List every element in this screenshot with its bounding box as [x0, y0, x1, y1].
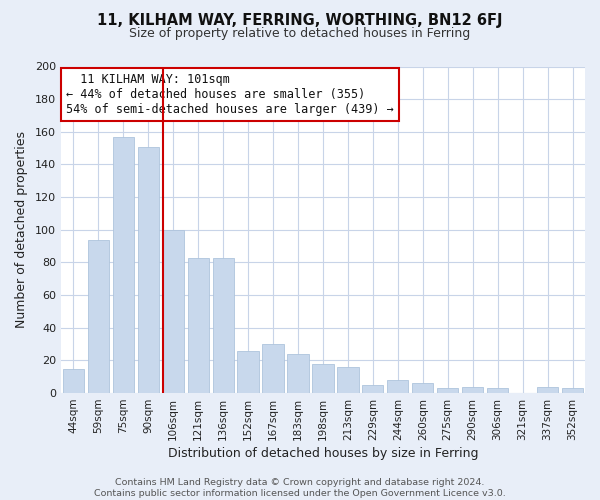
Bar — [212, 258, 234, 393]
Bar — [238, 350, 259, 393]
Bar — [262, 344, 284, 393]
Bar — [412, 384, 433, 393]
Bar — [437, 388, 458, 393]
Bar — [88, 240, 109, 393]
Text: 11 KILHAM WAY: 101sqm  
← 44% of detached houses are smaller (355)
54% of semi-d: 11 KILHAM WAY: 101sqm ← 44% of detached … — [66, 73, 394, 116]
Bar — [387, 380, 409, 393]
Bar — [487, 388, 508, 393]
Text: Contains HM Land Registry data © Crown copyright and database right 2024.
Contai: Contains HM Land Registry data © Crown c… — [94, 478, 506, 498]
Bar — [287, 354, 308, 393]
Bar — [362, 385, 383, 393]
Bar — [313, 364, 334, 393]
Bar — [113, 136, 134, 393]
Y-axis label: Number of detached properties: Number of detached properties — [15, 132, 28, 328]
Bar — [562, 388, 583, 393]
X-axis label: Distribution of detached houses by size in Ferring: Distribution of detached houses by size … — [168, 447, 478, 460]
Bar — [537, 386, 558, 393]
Bar — [462, 386, 484, 393]
Bar — [188, 258, 209, 393]
Bar — [337, 367, 359, 393]
Bar — [163, 230, 184, 393]
Text: 11, KILHAM WAY, FERRING, WORTHING, BN12 6FJ: 11, KILHAM WAY, FERRING, WORTHING, BN12 … — [97, 12, 503, 28]
Bar — [63, 368, 84, 393]
Bar — [137, 146, 159, 393]
Text: Size of property relative to detached houses in Ferring: Size of property relative to detached ho… — [130, 28, 470, 40]
